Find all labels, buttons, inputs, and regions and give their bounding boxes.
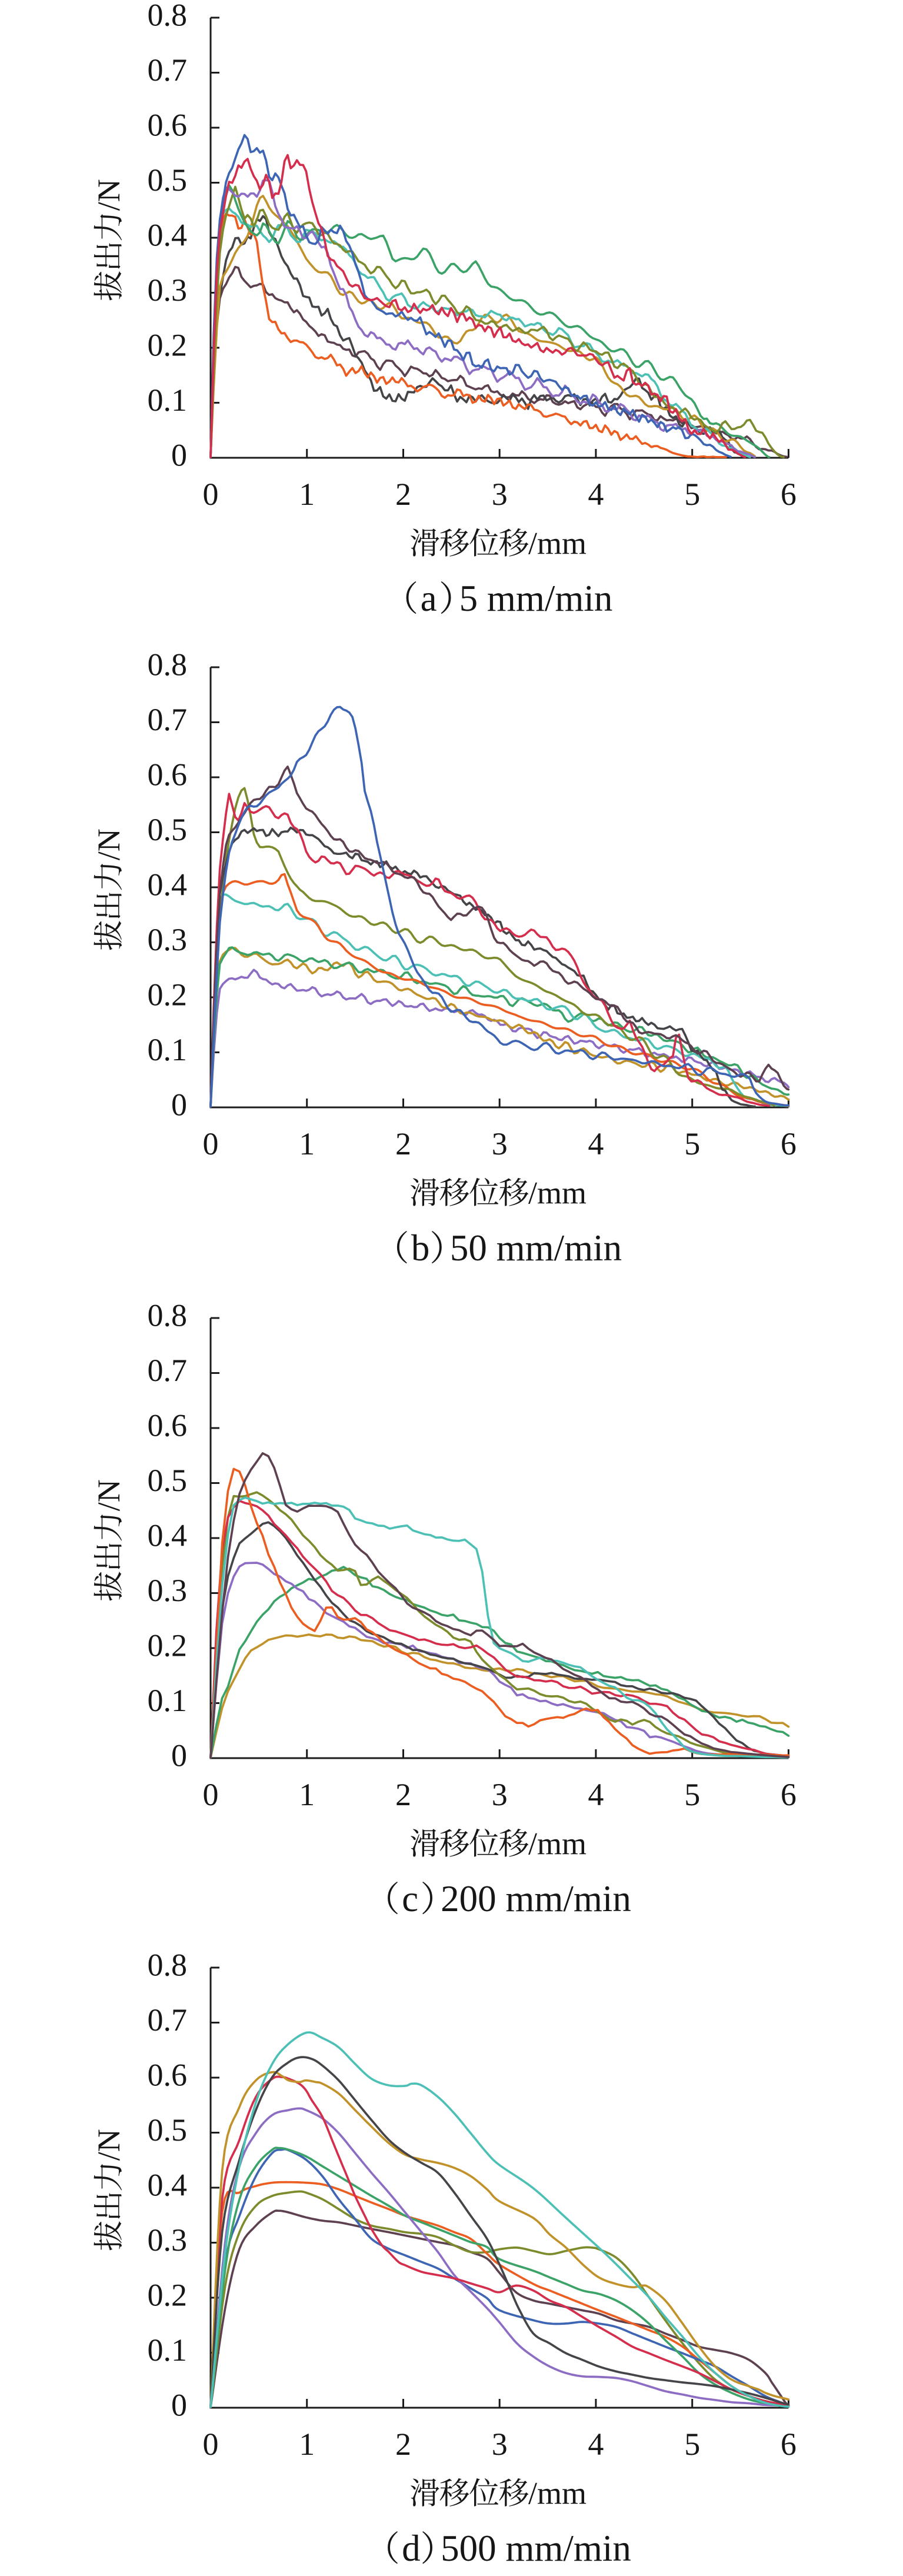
svg-text:0.3: 0.3 bbox=[148, 272, 188, 308]
svg-text:0.8: 0.8 bbox=[148, 1298, 188, 1333]
svg-text:2: 2 bbox=[395, 2427, 411, 2462]
svg-text:0.2: 0.2 bbox=[148, 2278, 188, 2313]
svg-text:5: 5 bbox=[684, 2427, 700, 2462]
svg-text:/mm: /mm bbox=[528, 526, 587, 561]
svg-text:5: 5 bbox=[684, 477, 700, 512]
svg-text:3: 3 bbox=[492, 2427, 508, 2462]
svg-text:4: 4 bbox=[588, 1126, 604, 1161]
svg-text:a: a bbox=[421, 578, 437, 619]
svg-text:5 mm/min: 5 mm/min bbox=[459, 578, 613, 619]
svg-text:50 mm/min: 50 mm/min bbox=[450, 1227, 622, 1269]
svg-text:3: 3 bbox=[492, 1126, 508, 1161]
svg-text:/mm: /mm bbox=[528, 1176, 587, 1211]
svg-text:0.7: 0.7 bbox=[148, 2002, 188, 2038]
svg-text:0: 0 bbox=[203, 1126, 219, 1161]
svg-text:0.1: 0.1 bbox=[148, 382, 188, 418]
svg-text:1: 1 bbox=[299, 2427, 315, 2462]
svg-text:/N: /N bbox=[91, 1479, 126, 1511]
svg-text:c: c bbox=[402, 1878, 418, 1919]
svg-text:6: 6 bbox=[781, 1777, 797, 1812]
svg-text:0: 0 bbox=[171, 2388, 187, 2423]
svg-text:/N: /N bbox=[91, 2129, 126, 2161]
svg-text:0.5: 0.5 bbox=[148, 1463, 188, 1498]
svg-text:3: 3 bbox=[492, 477, 508, 512]
svg-text:5: 5 bbox=[684, 1126, 700, 1161]
svg-text:0.6: 0.6 bbox=[148, 757, 188, 793]
svg-text:0.8: 0.8 bbox=[148, 0, 188, 33]
svg-text:0.2: 0.2 bbox=[148, 977, 188, 1013]
svg-text:0.7: 0.7 bbox=[148, 52, 188, 88]
svg-text:0.1: 0.1 bbox=[148, 1032, 188, 1067]
svg-text:0.4: 0.4 bbox=[148, 1518, 188, 1553]
svg-text:0.4: 0.4 bbox=[148, 218, 188, 253]
svg-text:6: 6 bbox=[781, 477, 797, 512]
svg-text:0.6: 0.6 bbox=[148, 2058, 188, 2093]
svg-text:0.7: 0.7 bbox=[148, 702, 188, 737]
svg-text:0: 0 bbox=[171, 438, 187, 473]
svg-text:4: 4 bbox=[588, 1777, 604, 1812]
svg-text:0: 0 bbox=[171, 1087, 187, 1123]
svg-text:0: 0 bbox=[171, 1738, 187, 1773]
svg-text:0.6: 0.6 bbox=[148, 1408, 188, 1443]
svg-text:0.3: 0.3 bbox=[148, 2222, 188, 2258]
svg-text:1: 1 bbox=[299, 1126, 315, 1161]
svg-text:0.6: 0.6 bbox=[148, 108, 188, 143]
svg-text:0: 0 bbox=[203, 477, 219, 512]
svg-text:b: b bbox=[411, 1227, 430, 1269]
svg-text:4: 4 bbox=[588, 2427, 604, 2462]
svg-text:500 mm/min: 500 mm/min bbox=[441, 2528, 631, 2569]
svg-text:0.7: 0.7 bbox=[148, 1353, 188, 1388]
svg-text:/N: /N bbox=[91, 179, 126, 211]
svg-text:2: 2 bbox=[395, 477, 411, 512]
svg-text:6: 6 bbox=[781, 2427, 797, 2462]
svg-text:0.1: 0.1 bbox=[148, 1683, 188, 1718]
svg-text:0.1: 0.1 bbox=[148, 2332, 188, 2368]
svg-text:/mm: /mm bbox=[528, 2476, 587, 2511]
svg-text:0.4: 0.4 bbox=[148, 867, 188, 903]
svg-text:3: 3 bbox=[492, 1777, 508, 1812]
svg-text:/mm: /mm bbox=[528, 1826, 587, 1862]
svg-text:6: 6 bbox=[781, 1126, 797, 1161]
svg-text:2: 2 bbox=[395, 1777, 411, 1812]
svg-text:2: 2 bbox=[395, 1126, 411, 1161]
svg-text:0.4: 0.4 bbox=[148, 2168, 188, 2203]
svg-text:0.8: 0.8 bbox=[148, 1948, 188, 1983]
svg-text:5: 5 bbox=[684, 1777, 700, 1812]
svg-text:200 mm/min: 200 mm/min bbox=[441, 1878, 631, 1919]
svg-text:/N: /N bbox=[91, 828, 126, 860]
svg-text:0.3: 0.3 bbox=[148, 922, 188, 957]
svg-text:d: d bbox=[402, 2528, 421, 2569]
svg-text:1: 1 bbox=[299, 477, 315, 512]
svg-text:1: 1 bbox=[299, 1777, 315, 1812]
svg-text:0.3: 0.3 bbox=[148, 1573, 188, 1608]
svg-text:4: 4 bbox=[588, 477, 604, 512]
svg-text:0.5: 0.5 bbox=[148, 162, 188, 198]
svg-text:0: 0 bbox=[203, 1777, 219, 1812]
svg-text:0.5: 0.5 bbox=[148, 2112, 188, 2148]
svg-text:0.5: 0.5 bbox=[148, 812, 188, 847]
svg-text:0.2: 0.2 bbox=[148, 1628, 188, 1663]
svg-text:0: 0 bbox=[203, 2427, 219, 2462]
svg-text:0.8: 0.8 bbox=[148, 647, 188, 683]
svg-text:0.2: 0.2 bbox=[148, 328, 188, 363]
